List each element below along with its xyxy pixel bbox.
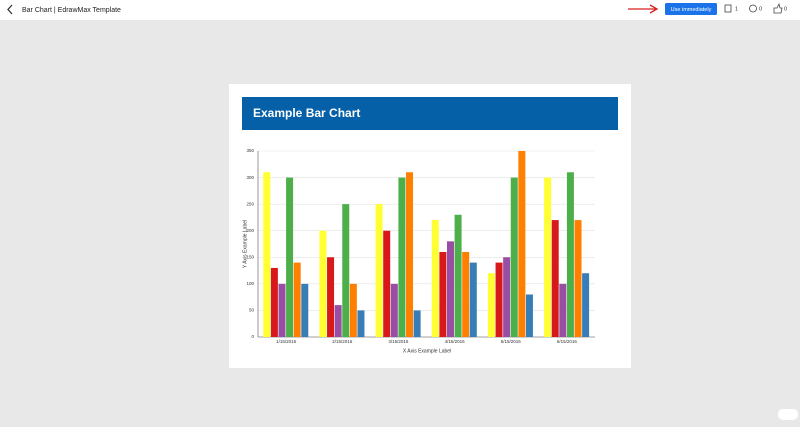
bar: [286, 177, 294, 337]
y-tick-label: 300: [246, 175, 254, 180]
y-tick-label: 200: [246, 228, 254, 233]
bar: [319, 230, 327, 337]
bar: [327, 257, 335, 337]
y-tick-label: 50: [249, 308, 255, 313]
x-tick-label: 2/15/2016: [332, 339, 353, 344]
bar: [454, 214, 462, 337]
bar: [413, 310, 421, 337]
x-tick-label: 1/15/2016: [276, 339, 297, 344]
copy-icon[interactable]: [724, 4, 732, 13]
bar: [357, 310, 365, 337]
chart-header: [242, 97, 618, 130]
bar: [342, 204, 350, 337]
bar: [431, 220, 439, 337]
bar: [439, 251, 447, 337]
bar: [383, 230, 391, 337]
y-tick-label: 100: [246, 281, 254, 286]
y-tick-label: 250: [246, 201, 254, 206]
bar: [518, 151, 526, 337]
bar: [462, 251, 470, 337]
bar: [293, 262, 301, 337]
bar: [375, 204, 383, 337]
zoom-widget[interactable]: [778, 409, 798, 420]
x-axis-label: X Axis Example Label: [403, 348, 451, 354]
y-axis-label: Y Axis Example Label: [242, 220, 248, 268]
page-title: Bar Chart | EdrawMax Template: [22, 7, 121, 14]
bar: [390, 283, 398, 337]
use-button-label: Use immediately: [671, 7, 712, 13]
y-tick-label: 0: [251, 334, 254, 339]
bar: [278, 283, 286, 337]
like-icon[interactable]: [773, 2, 783, 14]
comment-count: 0: [759, 6, 762, 12]
bar: [446, 241, 454, 337]
bar: [503, 257, 511, 337]
x-tick-label: 3/15/2016: [388, 339, 409, 344]
like-count: 0: [784, 6, 787, 12]
x-tick-label: 4/15/2016: [445, 339, 466, 344]
bar: [510, 177, 518, 337]
bar: [495, 262, 503, 337]
copy-count: 1: [735, 6, 738, 12]
top-bar: [0, 0, 800, 20]
arrow: [628, 4, 659, 14]
bar: [566, 172, 574, 337]
y-tick-label: 150: [246, 254, 254, 259]
bar: [487, 273, 495, 337]
x-tick-label: 6/15/2016: [557, 339, 578, 344]
bar: [525, 294, 533, 337]
comment-icon[interactable]: [749, 4, 757, 13]
bar: [263, 172, 271, 337]
bar: [582, 273, 590, 337]
bar: [559, 283, 567, 337]
bar: [398, 177, 406, 337]
x-tick-label: 5/15/2016: [501, 339, 522, 344]
back-button[interactable]: [7, 4, 13, 15]
bar: [574, 220, 582, 337]
bar: [469, 262, 477, 337]
use-button[interactable]: [665, 3, 717, 15]
bar: [406, 172, 414, 337]
bar: [551, 220, 559, 337]
y-tick-label: 350: [246, 148, 254, 153]
bar: [349, 283, 357, 337]
bar: [544, 177, 552, 337]
bar: [270, 267, 278, 337]
bar: [301, 283, 309, 337]
bar: [334, 305, 342, 337]
chart-title: Example Bar Chart: [253, 106, 360, 120]
